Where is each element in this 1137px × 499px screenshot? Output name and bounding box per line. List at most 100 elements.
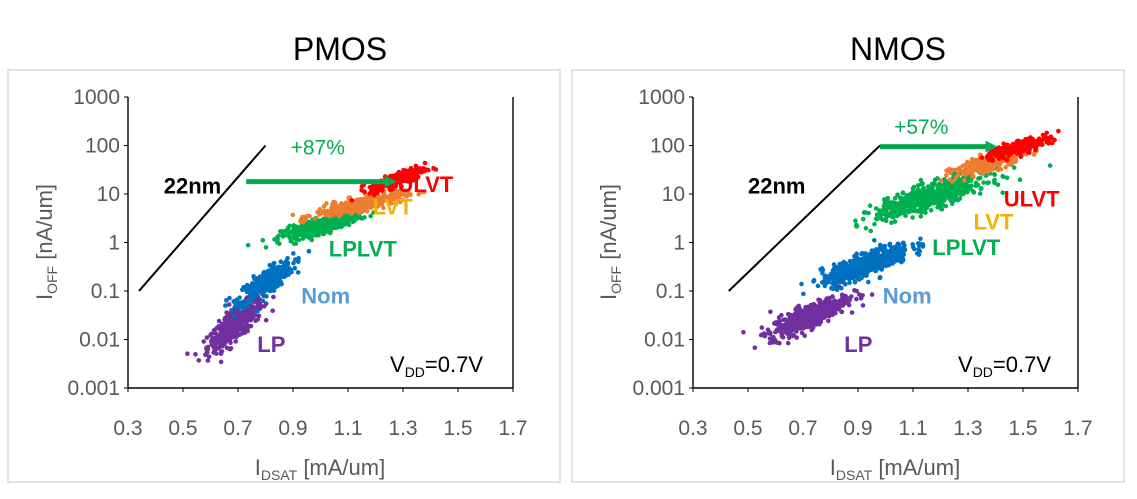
series-lp	[741, 284, 875, 351]
scatter-point	[1015, 139, 1021, 145]
scatter-point	[1001, 141, 1006, 146]
scatter-point	[228, 329, 233, 335]
y-tick-label: 0.1	[91, 280, 120, 303]
scatter-point	[300, 219, 306, 225]
scatter-point	[205, 358, 211, 363]
scatter-point	[819, 312, 824, 317]
scatter-point	[397, 193, 402, 198]
scatter-point	[989, 156, 995, 162]
scatter-point	[255, 308, 260, 314]
scatter-point	[892, 244, 898, 250]
scatter-point	[915, 183, 921, 188]
scatter-point	[237, 304, 242, 310]
scatter-point	[894, 213, 900, 218]
scatter-point	[226, 319, 232, 325]
scatter-point	[416, 191, 422, 197]
scatter-point	[854, 224, 859, 229]
scatter-point	[938, 178, 943, 183]
scatter-point	[900, 210, 905, 216]
scatter-point	[887, 252, 892, 258]
scatter-point	[830, 281, 835, 286]
scatter-point	[920, 191, 925, 196]
chart-frame	[7, 69, 561, 483]
scatter-point	[779, 333, 785, 339]
scatter-point	[245, 325, 251, 331]
scatter-point	[957, 196, 963, 201]
scatter-point	[1003, 164, 1008, 170]
scatter-point	[868, 267, 873, 273]
y-tick-label: 0.001	[632, 377, 685, 400]
scatter-point	[271, 264, 276, 270]
y-tick-label: 0.01	[79, 329, 120, 352]
scatter-point	[790, 333, 796, 339]
scatter-point	[222, 326, 227, 332]
scatter-point	[968, 185, 973, 191]
scatter-point	[970, 165, 976, 170]
scatter-point	[843, 282, 848, 287]
scatter-point	[853, 263, 858, 269]
scatter-point	[216, 318, 222, 324]
scatter-point	[233, 339, 238, 344]
scatter-point	[279, 229, 285, 235]
scatter-point	[873, 206, 879, 211]
scatter-point	[976, 170, 982, 175]
scatter-point	[393, 201, 399, 207]
scatter-point	[971, 174, 976, 179]
y-tick-label: 1000	[638, 86, 685, 109]
scatter-point	[850, 274, 856, 279]
scatter-point	[260, 238, 266, 243]
scatter-point	[864, 273, 869, 278]
scatter-point	[300, 230, 305, 235]
scatter-point	[982, 164, 988, 169]
scatter-point	[324, 226, 329, 231]
scatter-point	[271, 294, 276, 300]
scatter-point	[300, 214, 305, 220]
scatter-point	[860, 274, 865, 279]
scatter-point	[254, 299, 260, 304]
scatter-point	[204, 335, 210, 340]
scatter-point	[831, 262, 837, 267]
scatter-point	[308, 236, 313, 241]
scatter-point	[881, 252, 887, 258]
scatter-point	[876, 253, 882, 259]
scatter-point	[973, 180, 979, 186]
scatter-point	[263, 317, 269, 323]
scatter-point	[293, 241, 299, 246]
scatter-point	[915, 187, 921, 193]
scatter-point	[884, 208, 889, 214]
scatter-point	[904, 193, 909, 198]
scatter-point	[866, 279, 871, 285]
scatter-point	[226, 311, 232, 316]
scatter-point	[288, 267, 294, 273]
scatter-point	[263, 245, 269, 250]
scatter-point	[979, 186, 984, 191]
scatter-point	[860, 216, 866, 222]
scatter-point	[979, 155, 985, 160]
scatter-point	[918, 214, 924, 219]
y-tick-label: 10	[97, 183, 120, 206]
scatter-point	[785, 340, 791, 346]
scatter-point	[839, 285, 844, 291]
scatter-point	[890, 259, 895, 264]
scatter-point	[798, 308, 803, 313]
scatter-point	[343, 203, 348, 209]
scatter-point	[881, 197, 887, 202]
scatter-point	[1013, 154, 1018, 160]
scatter-point	[403, 176, 409, 181]
scatter-point	[923, 210, 928, 215]
scatter-point	[404, 171, 410, 177]
scatter-point	[820, 270, 825, 276]
reference-line-22nm	[728, 144, 881, 292]
scatter-point	[340, 223, 345, 228]
scatter-point	[302, 234, 307, 239]
scatter-point	[945, 168, 951, 173]
scatter-point	[330, 225, 336, 231]
scatter-point	[1028, 135, 1033, 140]
scatter-point	[958, 177, 964, 183]
scatter-point	[261, 275, 266, 281]
x-tick-label: 1.5	[443, 417, 472, 440]
scatter-point	[767, 336, 773, 341]
scatter-point	[939, 195, 945, 201]
scatter-point	[852, 279, 858, 285]
scatter-point	[799, 316, 805, 322]
